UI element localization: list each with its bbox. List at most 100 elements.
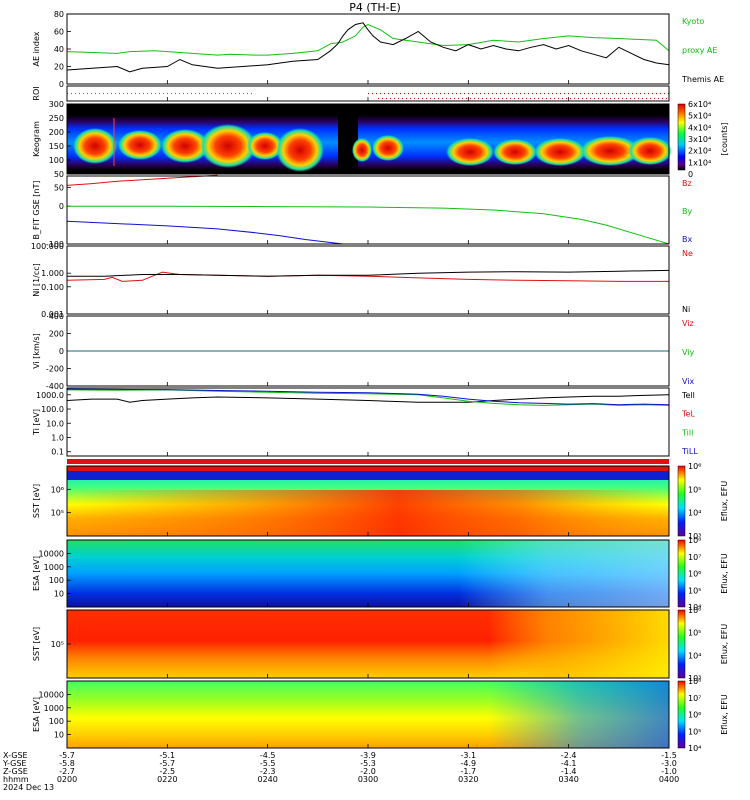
- temperature-legend-0: Tell: [681, 391, 695, 400]
- keogram-ytick-label: 200: [49, 128, 64, 137]
- esa_i-ytick-label: 10: [54, 590, 64, 599]
- keogram-ylabel: Keogram: [32, 121, 41, 157]
- bfield-ylabel: B_FIT GSE [nT]: [32, 181, 41, 240]
- esa_e-colorbar-tick: 10⁴: [688, 744, 701, 753]
- temperature-legend-3: TiLL: [681, 447, 698, 456]
- bfield-series-bz: [66, 174, 218, 186]
- esa_e-ylabel: ESA [eV]: [32, 697, 41, 732]
- density-series-ni: [67, 269, 670, 277]
- sst_i-ylabel: SST [eV]: [32, 484, 41, 518]
- bfield-legend-2: Bx: [682, 235, 692, 244]
- xaxis-row-3-value: 0340: [558, 775, 578, 784]
- xaxis-row-0-value: -3.1: [461, 751, 477, 760]
- xaxis-row-1-value: -4.1: [561, 759, 577, 768]
- xaxis-row-0-value: -5.1: [160, 751, 176, 760]
- keogram-image: [67, 104, 672, 174]
- panel-separator-band: [67, 459, 669, 464]
- density-legend-0: Ne: [682, 249, 693, 258]
- temperature-series-tell: [66, 394, 670, 403]
- velocity-legend-0: Viz: [682, 319, 694, 328]
- xaxis-row-1-value: -5.7: [160, 759, 176, 768]
- keogram-ytick-label: 100: [49, 156, 64, 165]
- xaxis-row-label-2: Z-GSE: [3, 767, 28, 776]
- temperature-legend-2: Till: [681, 428, 693, 437]
- velocity-legend-1: Viy: [682, 348, 695, 357]
- sst-electron-spectrogram: [67, 610, 669, 678]
- ae-ytick-label: 0: [59, 80, 64, 89]
- sst_e-ytick-label: 10⁵: [51, 640, 64, 649]
- temperature-ytick-label: 0.1: [51, 448, 64, 457]
- velocity-ytick-label: -200: [46, 365, 64, 374]
- ae-legend-2: Themis AE: [681, 75, 724, 84]
- esa_i-colorbar-tick: 10⁸: [688, 536, 701, 545]
- esa_i-colorbar-tick: 10⁷: [688, 553, 701, 562]
- esa-electron-spectrogram: [67, 681, 669, 748]
- sst_i-colorbar-tick: 10⁶: [688, 462, 701, 471]
- ae-legend-0: Kyoto: [682, 17, 704, 26]
- ae-ytick-label: 40: [54, 45, 64, 54]
- velocity-ytick-label: 200: [49, 330, 64, 339]
- density-ytick-label: 0.001: [41, 310, 64, 319]
- temperature-frame: [66, 387, 670, 457]
- ae-legend-1: proxy AE: [682, 46, 717, 55]
- xaxis-row-2-value: -1.7: [461, 767, 477, 776]
- bfield-ytick-label: 50: [54, 183, 64, 192]
- xaxis-row-label-0: X-GSE: [3, 751, 28, 760]
- sst_e-colorbar-tick: 10⁵: [688, 629, 701, 638]
- keogram-colorbar-tick: 5x10⁴: [688, 112, 711, 121]
- density-ytick-label: 100.000: [31, 242, 64, 251]
- xaxis-row-0-value: -2.4: [561, 751, 577, 760]
- esa_e-colorbar-tick: 10⁶: [688, 711, 701, 720]
- figure-title: P4 (TH-E): [349, 1, 401, 14]
- xaxis-row-label-3: hhmm: [3, 775, 29, 784]
- xaxis-row-2-value: -2.7: [59, 767, 75, 776]
- sst_e-colorbar-tick: 10³: [688, 674, 701, 683]
- bfield-ytick-label: 0: [59, 202, 64, 211]
- bfield-legend-0: Bz: [682, 179, 692, 188]
- keogram-ytick-label: 150: [49, 142, 64, 151]
- xaxis-row-2-value: -2.5: [160, 767, 176, 776]
- ae-series-themis-ae: [66, 22, 670, 73]
- esa_e-ytick-label: 100: [49, 717, 64, 726]
- keogram-colorbar-label: [counts]: [720, 123, 729, 156]
- xaxis-row-2-value: -1.4: [561, 767, 577, 776]
- esa_i-colorbar-tick: 10⁶: [688, 570, 701, 579]
- esa_i-ylabel: ESA [eV]: [32, 556, 41, 591]
- keogram-colorbar-tick: 3x10⁴: [688, 135, 711, 144]
- xaxis-row-0-value: -3.9: [360, 751, 376, 760]
- xaxis-row-1-value: -5.3: [360, 759, 376, 768]
- density-frame: [66, 245, 670, 315]
- velocity-ylabel: Vi [km/s]: [32, 333, 41, 369]
- esa-electron-colorbar: [677, 680, 686, 749]
- sst_e-colorbar-label: Eflux, EFU: [720, 624, 729, 665]
- velocity-ytick-label: 400: [49, 312, 64, 321]
- xaxis-row-2-value: -1.0: [661, 767, 677, 776]
- keogram-colorbar-tick: 1x10⁴: [688, 158, 711, 167]
- bfield-series-by: [67, 205, 670, 245]
- keogram-colorbar-tick: 4x10⁴: [688, 123, 711, 132]
- xaxis-row-1-value: -5.8: [59, 759, 75, 768]
- temperature-series-till: [66, 389, 670, 406]
- temperature-series-till: [66, 388, 670, 406]
- ae-ylabel: AE index: [32, 31, 41, 66]
- temperature-legend-1: TeL: [681, 410, 695, 419]
- temperature-ytick-label: 100.0: [41, 405, 64, 414]
- keogram-colorbar-tick: 6x10⁴: [688, 100, 711, 109]
- xaxis-row-2-value: -2.3: [260, 767, 276, 776]
- esa_e-colorbar-tick: 10⁸: [688, 677, 701, 686]
- velocity-legend-2: Vix: [682, 377, 695, 386]
- xaxis-row-label-1: Y-GSE: [2, 759, 26, 768]
- xaxis-row-0-value: -4.5: [260, 751, 276, 760]
- esa_e-ytick-label: 10000: [39, 690, 64, 699]
- sst_e-colorbar-tick: 10⁶: [688, 606, 701, 615]
- roi-ylabel: ROI: [32, 86, 41, 100]
- density-series-ne: [66, 271, 669, 282]
- bfield-series-bx: [66, 220, 343, 245]
- xaxis-row-3-value: 0240: [257, 775, 277, 784]
- bfield-legend-1: By: [682, 207, 692, 216]
- esa_i-ytick-label: 100: [49, 576, 64, 585]
- keogram-ytick-label: 50: [54, 170, 64, 179]
- esa_e-colorbar-tick: 10⁷: [688, 694, 701, 703]
- sst_i-colorbar-tick: 10⁴: [688, 509, 701, 518]
- esa_e-colorbar-label: Eflux, EFU: [720, 694, 729, 735]
